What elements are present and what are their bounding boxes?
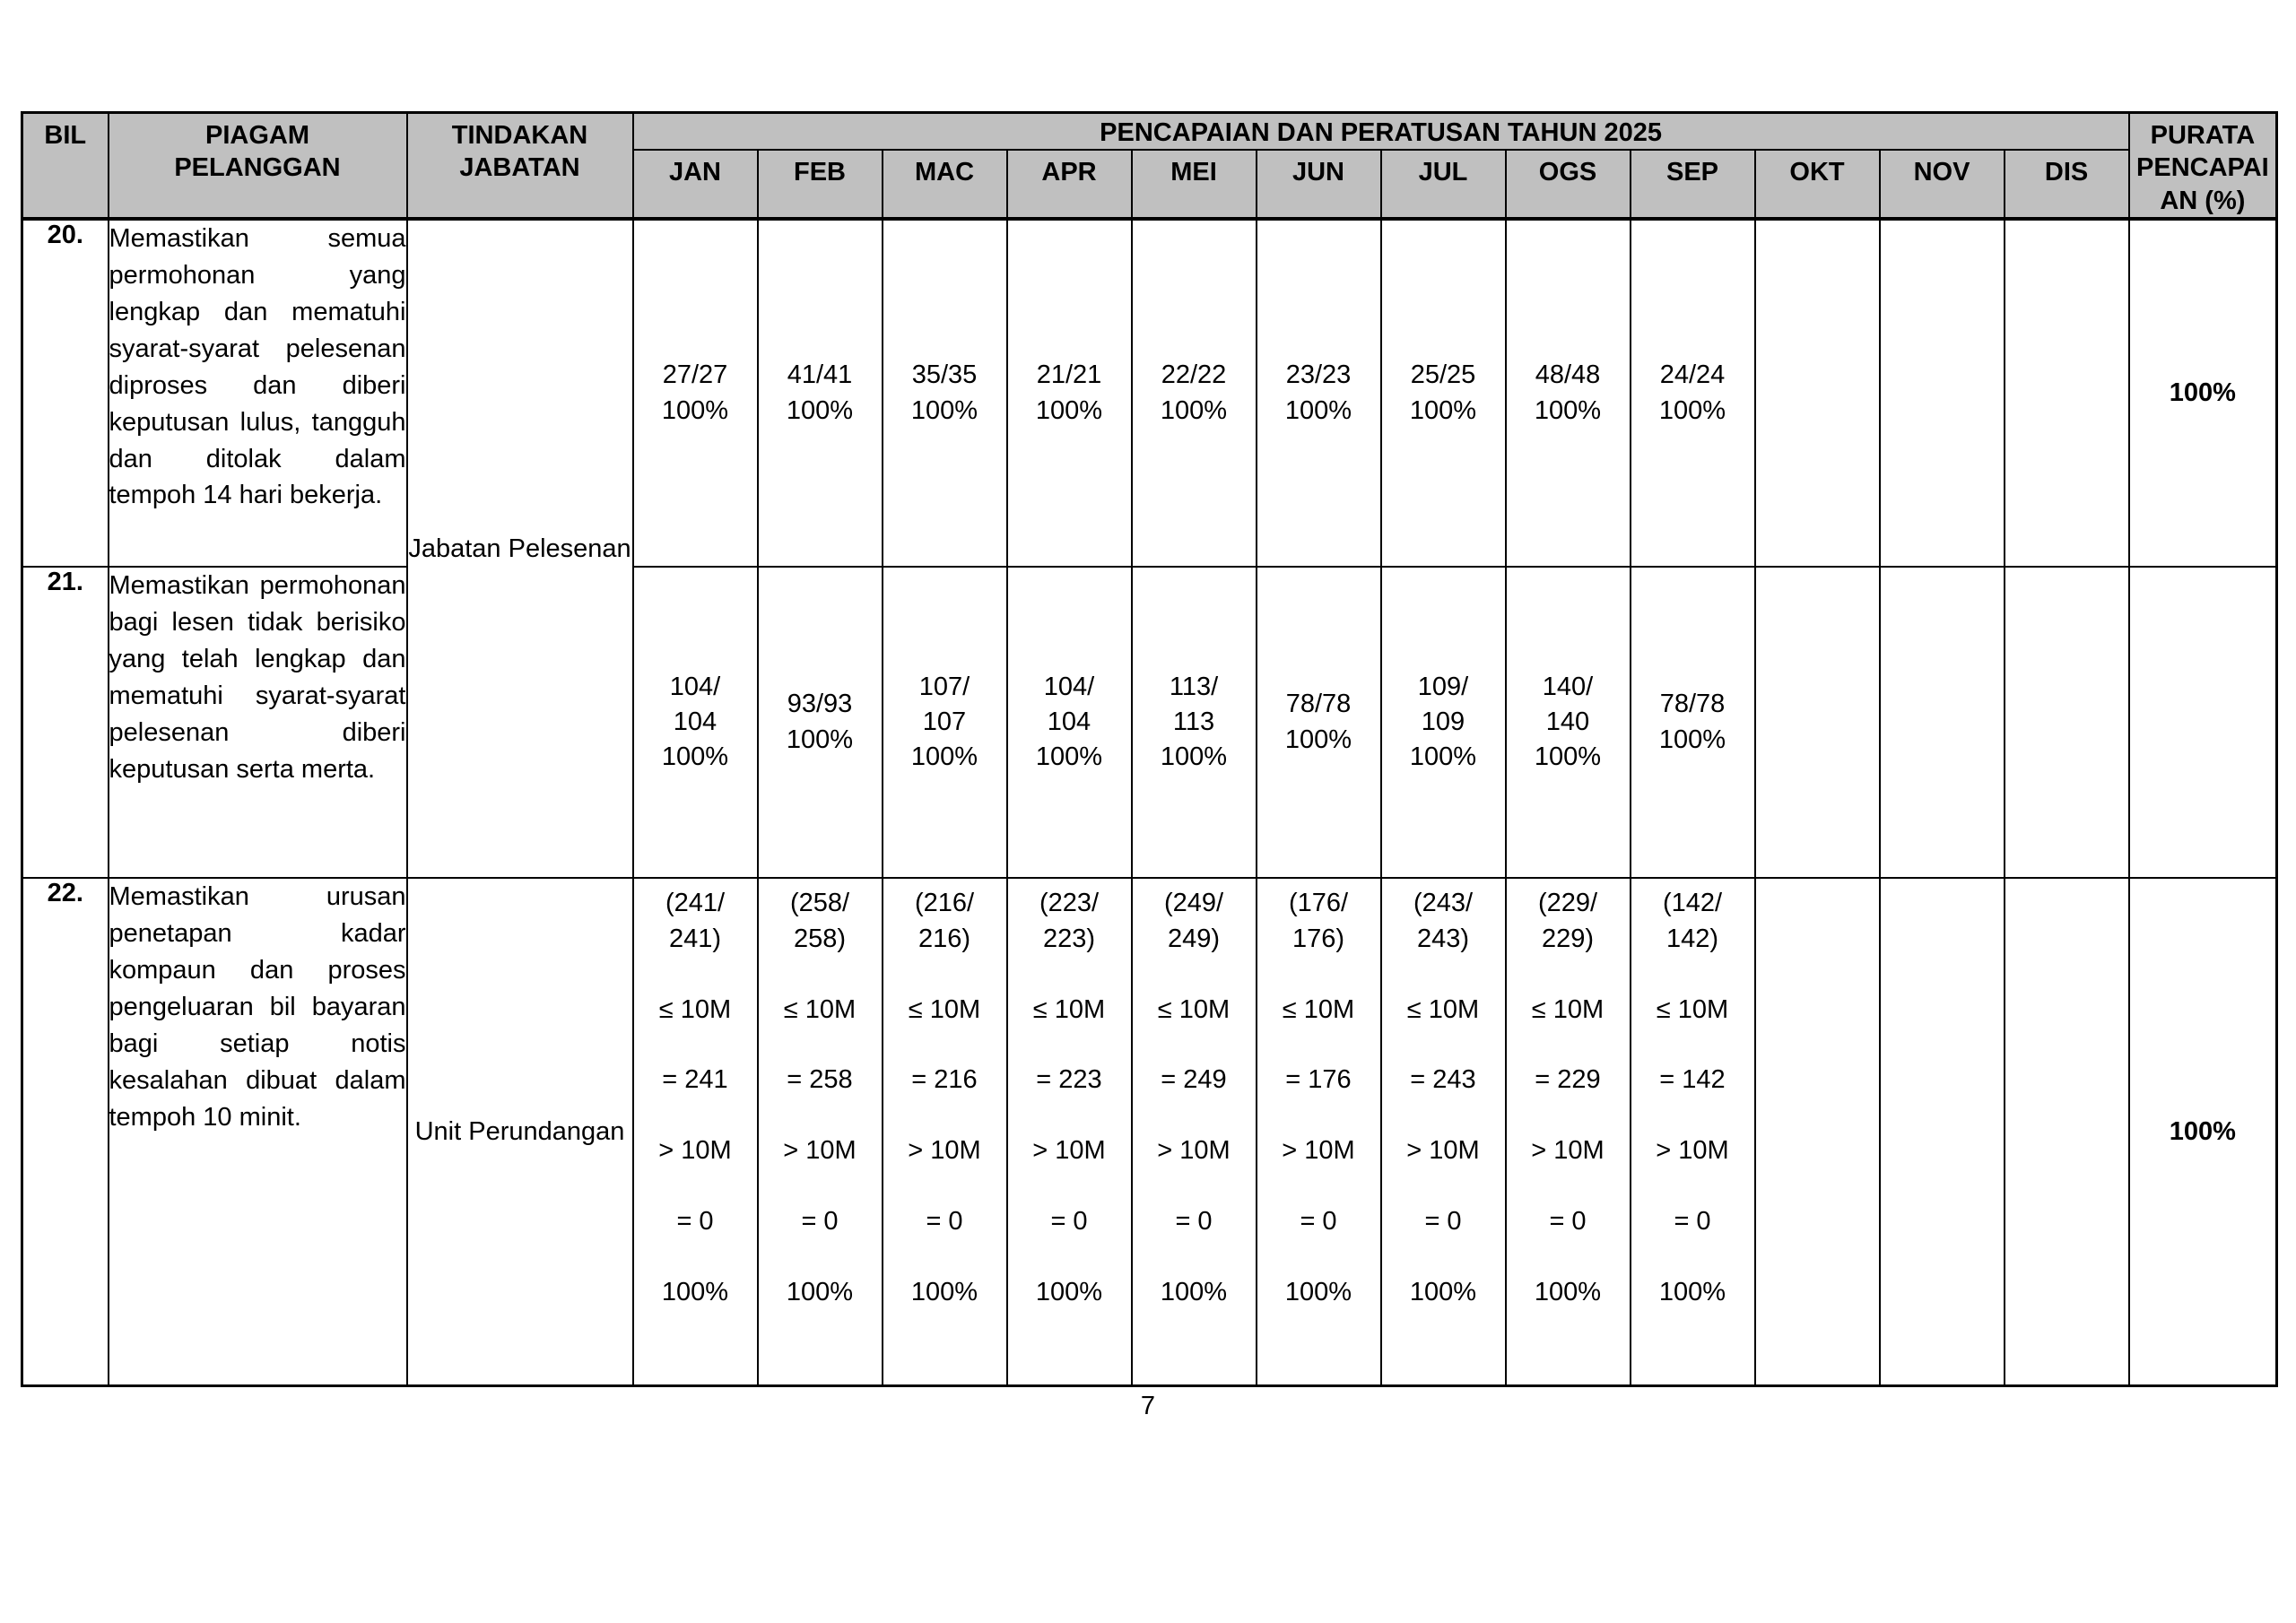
month-data-cell: 140/ 140 100% bbox=[1504, 566, 1631, 880]
month-data-cell: (243/ 243) ≤ 10M = 243 > 10M = 0 100% bbox=[1379, 877, 1507, 1387]
month-data-cell: (249/ 249) ≤ 10M = 249 > 10M = 0 100% bbox=[1130, 877, 1257, 1387]
tindakan-cell: Jabatan Pelesenan bbox=[405, 218, 634, 880]
month-data-cell: (142/ 142) ≤ 10M = 142 > 10M = 0 100% bbox=[1629, 877, 1756, 1387]
month-header-mac: MAC bbox=[881, 149, 1008, 221]
month-data-cell: 93/93 100% bbox=[756, 566, 883, 880]
month-data-cell: 104/ 104 100% bbox=[631, 566, 759, 880]
month-data-cell: 22/22 100% bbox=[1130, 218, 1257, 568]
purata-cell: 100% bbox=[2127, 877, 2278, 1387]
month-data-cell bbox=[2003, 566, 2130, 880]
bil-cell: 22. bbox=[21, 877, 109, 1387]
month-data-cell: 35/35 100% bbox=[881, 218, 1008, 568]
bil-cell: 21. bbox=[21, 566, 109, 880]
month-header-ogs: OGS bbox=[1504, 149, 1631, 221]
month-data-cell: 23/23 100% bbox=[1255, 218, 1382, 568]
month-data-cell: 27/27 100% bbox=[631, 218, 759, 568]
month-data-cell: 109/ 109 100% bbox=[1379, 566, 1507, 880]
purata-cell: 100% bbox=[2127, 218, 2278, 568]
month-data-cell: (176/ 176) ≤ 10M = 176 > 10M = 0 100% bbox=[1255, 877, 1382, 1387]
month-data-cell: 24/24 100% bbox=[1629, 218, 1756, 568]
month-header-okt: OKT bbox=[1753, 149, 1881, 221]
month-data-cell: 113/ 113 100% bbox=[1130, 566, 1257, 880]
month-data-cell bbox=[1753, 877, 1881, 1387]
col-header-tindakan-jabatan: TINDAKAN JABATAN bbox=[405, 111, 634, 221]
month-data-cell: (223/ 223) ≤ 10M = 223 > 10M = 0 100% bbox=[1005, 877, 1133, 1387]
month-data-cell: 25/25 100% bbox=[1379, 218, 1507, 568]
month-data-cell: 78/78 100% bbox=[1629, 566, 1756, 880]
month-header-mei: MEI bbox=[1130, 149, 1257, 221]
month-data-cell: 41/41 100% bbox=[756, 218, 883, 568]
col-header-purata-pencapaian: PURATA PENCAPAI AN (%) bbox=[2127, 111, 2278, 221]
month-header-dis: DIS bbox=[2003, 149, 2130, 221]
month-data-cell: 107/ 107 100% bbox=[881, 566, 1008, 880]
month-header-feb: FEB bbox=[756, 149, 883, 221]
month-data-cell bbox=[1878, 877, 2005, 1387]
tindakan-cell: Unit Perundangan bbox=[405, 877, 634, 1387]
month-data-cell bbox=[1878, 218, 2005, 568]
month-data-cell: 104/ 104 100% bbox=[1005, 566, 1133, 880]
piagam-cell: Memastikan permohonan bagi lesen tidak b… bbox=[107, 566, 408, 880]
piagam-cell: Memastikan semua permohonan yang lengkap… bbox=[107, 218, 408, 568]
header-pencapaian-title: PENCAPAIAN DAN PERATUSAN TAHUN 2025 bbox=[631, 111, 2130, 152]
month-data-cell: 78/78 100% bbox=[1255, 566, 1382, 880]
month-data-cell: (258/ 258) ≤ 10M = 258 > 10M = 0 100% bbox=[756, 877, 883, 1387]
month-header-jun: JUN bbox=[1255, 149, 1382, 221]
month-header-apr: APR bbox=[1005, 149, 1133, 221]
month-data-cell: (241/ 241) ≤ 10M = 241 > 10M = 0 100% bbox=[631, 877, 759, 1387]
month-header-sep: SEP bbox=[1629, 149, 1756, 221]
month-header-jul: JUL bbox=[1379, 149, 1507, 221]
month-data-cell: 48/48 100% bbox=[1504, 218, 1631, 568]
month-data-cell: 21/21 100% bbox=[1005, 218, 1133, 568]
month-data-cell: (216/ 216) ≤ 10M = 216 > 10M = 0 100% bbox=[881, 877, 1008, 1387]
purata-cell bbox=[2127, 566, 2278, 880]
customer-charter-table: BIL PIAGAM PELANGGAN TINDAKAN JABATAN PE… bbox=[21, 111, 2279, 1387]
month-data-cell bbox=[1753, 566, 1881, 880]
month-data-cell bbox=[2003, 218, 2130, 568]
col-header-piagam-pelanggan: PIAGAM PELANGGAN bbox=[107, 111, 408, 221]
bil-cell: 20. bbox=[21, 218, 109, 568]
month-data-cell bbox=[1878, 566, 2005, 880]
page-number: 7 bbox=[1140, 1392, 1156, 1420]
col-header-bil: BIL bbox=[21, 111, 109, 221]
month-data-cell: (229/ 229) ≤ 10M = 229 > 10M = 0 100% bbox=[1504, 877, 1631, 1387]
month-data-cell bbox=[1753, 218, 1881, 568]
month-header-nov: NOV bbox=[1878, 149, 2005, 221]
month-data-cell bbox=[2003, 877, 2130, 1387]
month-header-jan: JAN bbox=[631, 149, 759, 221]
piagam-cell: Memastikan urusan penetapan kadar kompau… bbox=[107, 877, 408, 1387]
